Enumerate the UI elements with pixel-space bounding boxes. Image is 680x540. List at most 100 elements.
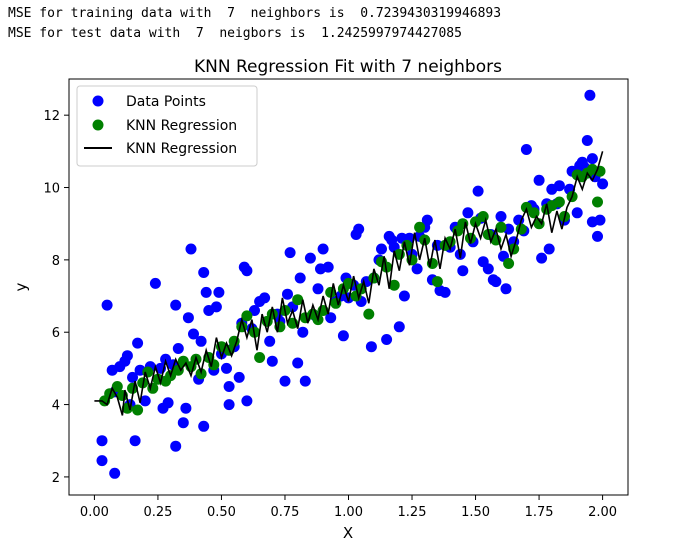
legend-label-knn-line: KNN Regression <box>126 141 237 157</box>
data-point-28 <box>185 243 197 255</box>
data-point-53 <box>264 335 276 347</box>
x-axis-label: X <box>343 524 353 540</box>
data-point-98 <box>421 214 433 226</box>
x-tick-label: 1.00 <box>334 505 363 520</box>
legend-marker-knn-scatter <box>92 119 104 131</box>
cell-output: MSE for training data with 7 neighbors i… <box>8 4 501 44</box>
knn-point-26 <box>254 352 266 363</box>
data-point-82 <box>365 341 377 353</box>
data-point-107 <box>462 207 474 219</box>
x-tick-label: 1.25 <box>398 505 427 520</box>
axis-ticks: 0.00 0.25 0.50 0.75 1.00 1.25 1.50 1.75 2.00 2 4 6 8… <box>43 109 617 520</box>
data-point-12 <box>132 337 144 349</box>
data-point-8 <box>121 350 133 362</box>
data-point-42 <box>223 399 235 411</box>
data-point-127 <box>536 252 548 264</box>
data-point-102 <box>439 286 451 298</box>
knn-point-38 <box>330 297 342 309</box>
x-tick-label: 1.50 <box>461 505 490 520</box>
plot-area <box>94 89 609 479</box>
data-point-1 <box>96 455 108 467</box>
y-tick-label: 2 <box>52 471 60 486</box>
data-point-25 <box>177 417 189 429</box>
legend: Data Points KNN Regression KNN Regressio… <box>76 85 258 167</box>
knn-point-69 <box>528 207 540 219</box>
data-point-121 <box>513 214 525 226</box>
data-point-44 <box>233 371 245 383</box>
y-tick-label: 4 <box>52 399 60 414</box>
data-point-90 <box>393 321 405 333</box>
data-point-147 <box>597 178 609 190</box>
data-point-118 <box>500 283 512 295</box>
data-point-0 <box>96 435 108 447</box>
data-point-31 <box>195 335 207 347</box>
knn-point-37 <box>325 286 337 298</box>
data-point-115 <box>490 276 502 288</box>
data-point-112 <box>482 263 494 275</box>
legend-label-knn-scatter: KNN Regression <box>126 118 237 134</box>
x-tick-label: 0.75 <box>271 505 300 520</box>
knn-point-5 <box>127 382 138 394</box>
x-tick-label: 1.75 <box>525 505 554 520</box>
data-point-69 <box>317 243 329 255</box>
knn-point-61 <box>477 211 489 222</box>
data-point-85 <box>376 243 387 255</box>
data-point-34 <box>200 286 212 298</box>
y-tick-label: 6 <box>52 326 60 341</box>
data-point-54 <box>266 355 278 367</box>
x-tick-label: 0.50 <box>207 505 236 520</box>
x-tick-label: 2.00 <box>588 505 617 520</box>
knn-point-51 <box>414 221 426 233</box>
data-point-57 <box>279 375 291 387</box>
test-mse-line: MSE for test data with 7 neigbors is 1.2… <box>8 26 462 41</box>
knn-point-64 <box>495 221 507 233</box>
data-point-22 <box>170 440 182 452</box>
legend-box <box>76 85 258 167</box>
data-point-141 <box>584 89 596 101</box>
data-point-16 <box>149 277 161 289</box>
data-point-47 <box>241 395 253 407</box>
knn-point-13 <box>172 364 184 376</box>
knn-regression-line <box>94 151 604 416</box>
knn-point-47 <box>388 279 400 291</box>
knn-point-19 <box>208 359 220 371</box>
data-point-37 <box>210 301 222 313</box>
y-axis-label: y <box>12 282 30 291</box>
data-point-33 <box>198 267 210 278</box>
data-point-79 <box>353 223 365 235</box>
data-point-71 <box>325 312 337 324</box>
data-point-40 <box>221 362 232 374</box>
train-mse-line: MSE for training data with 7 neighbors i… <box>8 6 502 21</box>
data-point-29 <box>188 328 199 340</box>
knn-point-32 <box>292 294 304 306</box>
data-point-109 <box>472 185 484 197</box>
data-point-58 <box>282 288 293 300</box>
data-point-116 <box>495 211 507 222</box>
legend-label-data-points: Data Points <box>126 94 206 110</box>
knn-point-73 <box>553 196 565 208</box>
data-point-67 <box>312 283 324 295</box>
data-point-64 <box>299 375 311 387</box>
chart-title: KNN Regression Fit with 7 neighbors <box>194 57 502 77</box>
legend-marker-data-points <box>92 95 104 107</box>
data-point-65 <box>304 252 316 264</box>
data-point-20 <box>162 397 174 409</box>
data-point-74 <box>337 330 349 342</box>
data-point-86 <box>381 334 393 345</box>
data-point-27 <box>182 312 194 324</box>
data-point-95 <box>411 263 423 275</box>
y-tick-label: 8 <box>52 254 60 269</box>
data-point-92 <box>398 290 410 302</box>
data-point-61 <box>292 357 304 369</box>
data-point-145 <box>592 230 603 242</box>
knn-point-6 <box>132 404 144 416</box>
knn-point-65 <box>503 258 515 269</box>
knn-point-54 <box>431 276 443 288</box>
knn-point-24 <box>241 310 253 322</box>
knn-point-43 <box>363 308 375 320</box>
data-point-59 <box>284 247 296 259</box>
data-point-23 <box>170 299 182 311</box>
data-point-50 <box>249 305 260 316</box>
data-point-146 <box>594 214 606 226</box>
